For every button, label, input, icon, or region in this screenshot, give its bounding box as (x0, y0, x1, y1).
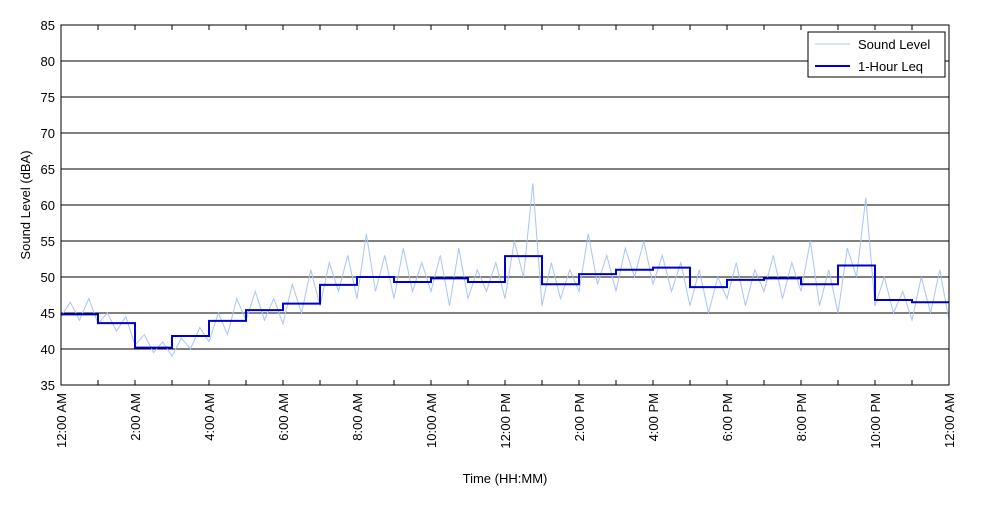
x-tick-label: 12:00 AM (942, 393, 957, 448)
x-axis-title: Time (HH:MM) (463, 471, 548, 486)
x-tick-label: 4:00 PM (646, 393, 661, 441)
legend-label-1-hour-leq: 1-Hour Leq (858, 59, 923, 74)
x-tick-label: 10:00 PM (868, 393, 883, 449)
y-axis-title: Sound Level (dBA) (18, 150, 33, 259)
y-tick-label: 75 (41, 90, 55, 105)
y-tick-label: 55 (41, 234, 55, 249)
legend-label-sound-level: Sound Level (858, 37, 930, 52)
y-tick-label: 65 (41, 162, 55, 177)
y-tick-label: 80 (41, 54, 55, 69)
data-series (60, 183, 950, 358)
y-tick-label: 45 (41, 306, 55, 321)
x-tick-label: 4:00 AM (202, 393, 217, 441)
y-tick-label: 35 (41, 378, 55, 393)
x-tick-labels: 12:00 AM 2:00 AM 4:00 AM 6:00 AM 8:00 AM 10:0… (54, 393, 957, 449)
x-tick-label: 2:00 AM (128, 393, 143, 441)
y-tick-label: 60 (41, 198, 55, 213)
legend: Sound Level 1-Hour Leq (807, 31, 946, 78)
legend-box (807, 31, 946, 78)
y-tick-label: 40 (41, 342, 55, 357)
y-tick-label: 50 (41, 270, 55, 285)
plot-frame (60, 24, 950, 386)
x-tick-label: 10:00 AM (424, 393, 439, 448)
x-tick-label: 6:00 AM (276, 393, 291, 441)
x-tick-label: 8:00 PM (794, 393, 809, 441)
x-tick-label: 12:00 PM (498, 393, 513, 449)
y-tick-label: 70 (41, 126, 55, 141)
y-tick-label: 85 (41, 18, 55, 33)
x-tick-label: 6:00 PM (720, 393, 735, 441)
y-tick-labels: 35 40 45 50 55 60 65 70 75 80 85 (41, 18, 55, 393)
sound-level-line (60, 183, 950, 358)
x-tick-label: 8:00 AM (350, 393, 365, 441)
x-tick-label: 2:00 PM (572, 393, 587, 441)
x-tick-label: 12:00 AM (54, 393, 69, 448)
leq-step-line (61, 255, 949, 349)
